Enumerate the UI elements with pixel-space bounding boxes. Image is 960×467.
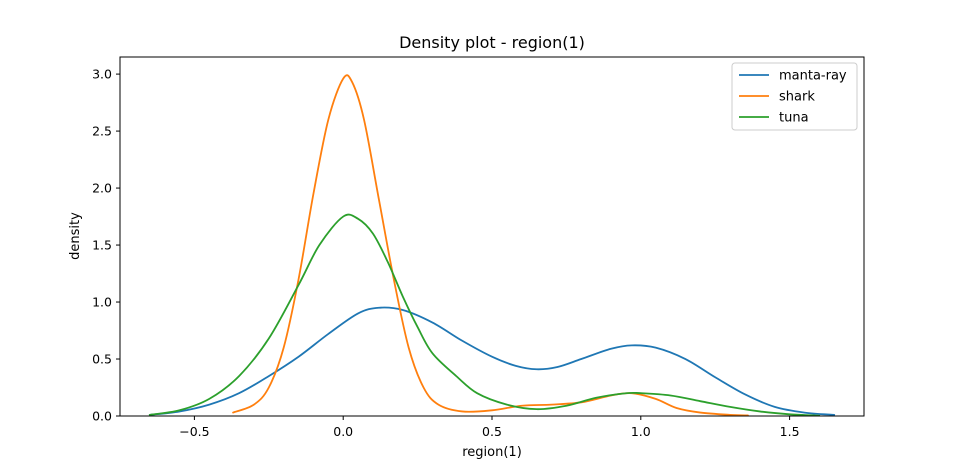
- y-tick-label: 0.0: [92, 409, 112, 424]
- x-axis: −0.5 0.0 0.5 1.0 1.5: [179, 416, 800, 439]
- x-tick-label: 0.5: [482, 424, 502, 439]
- legend-label-shark: shark: [779, 90, 815, 105]
- y-axis-label: density: [68, 212, 83, 260]
- x-axis-label: region(1): [462, 445, 522, 460]
- y-tick-label: 2.0: [92, 181, 112, 196]
- legend-label-tuna: tuna: [779, 111, 809, 126]
- legend-label-manta-ray: manta-ray: [779, 69, 847, 84]
- chart-title: Density plot - region(1): [399, 33, 585, 52]
- legend: manta-ray shark tuna: [731, 62, 858, 131]
- plot-area: [119, 56, 865, 417]
- y-tick-label: 1.5: [92, 238, 112, 253]
- x-tick-label: 1.0: [631, 424, 651, 439]
- legend-box: [731, 62, 858, 131]
- series-line-shark: [232, 74, 749, 417]
- series-line-manta-ray: [148, 306, 836, 416]
- x-tick-label: 1.5: [780, 424, 800, 439]
- y-tick-label: 0.5: [92, 352, 112, 367]
- x-tick-label: −0.5: [179, 424, 209, 439]
- legend-items: manta-ray shark tuna: [739, 69, 847, 126]
- series-line-tuna: [148, 213, 821, 417]
- y-tick-label: 3.0: [92, 67, 112, 82]
- y-axis: 0.0 0.5 1.0 1.5 2.0 2.5 3.0: [92, 67, 120, 424]
- y-tick-label: 2.5: [92, 124, 112, 139]
- y-tick-label: 1.0: [92, 295, 112, 310]
- series-layer: [148, 74, 836, 417]
- x-tick-label: 0.0: [333, 424, 353, 439]
